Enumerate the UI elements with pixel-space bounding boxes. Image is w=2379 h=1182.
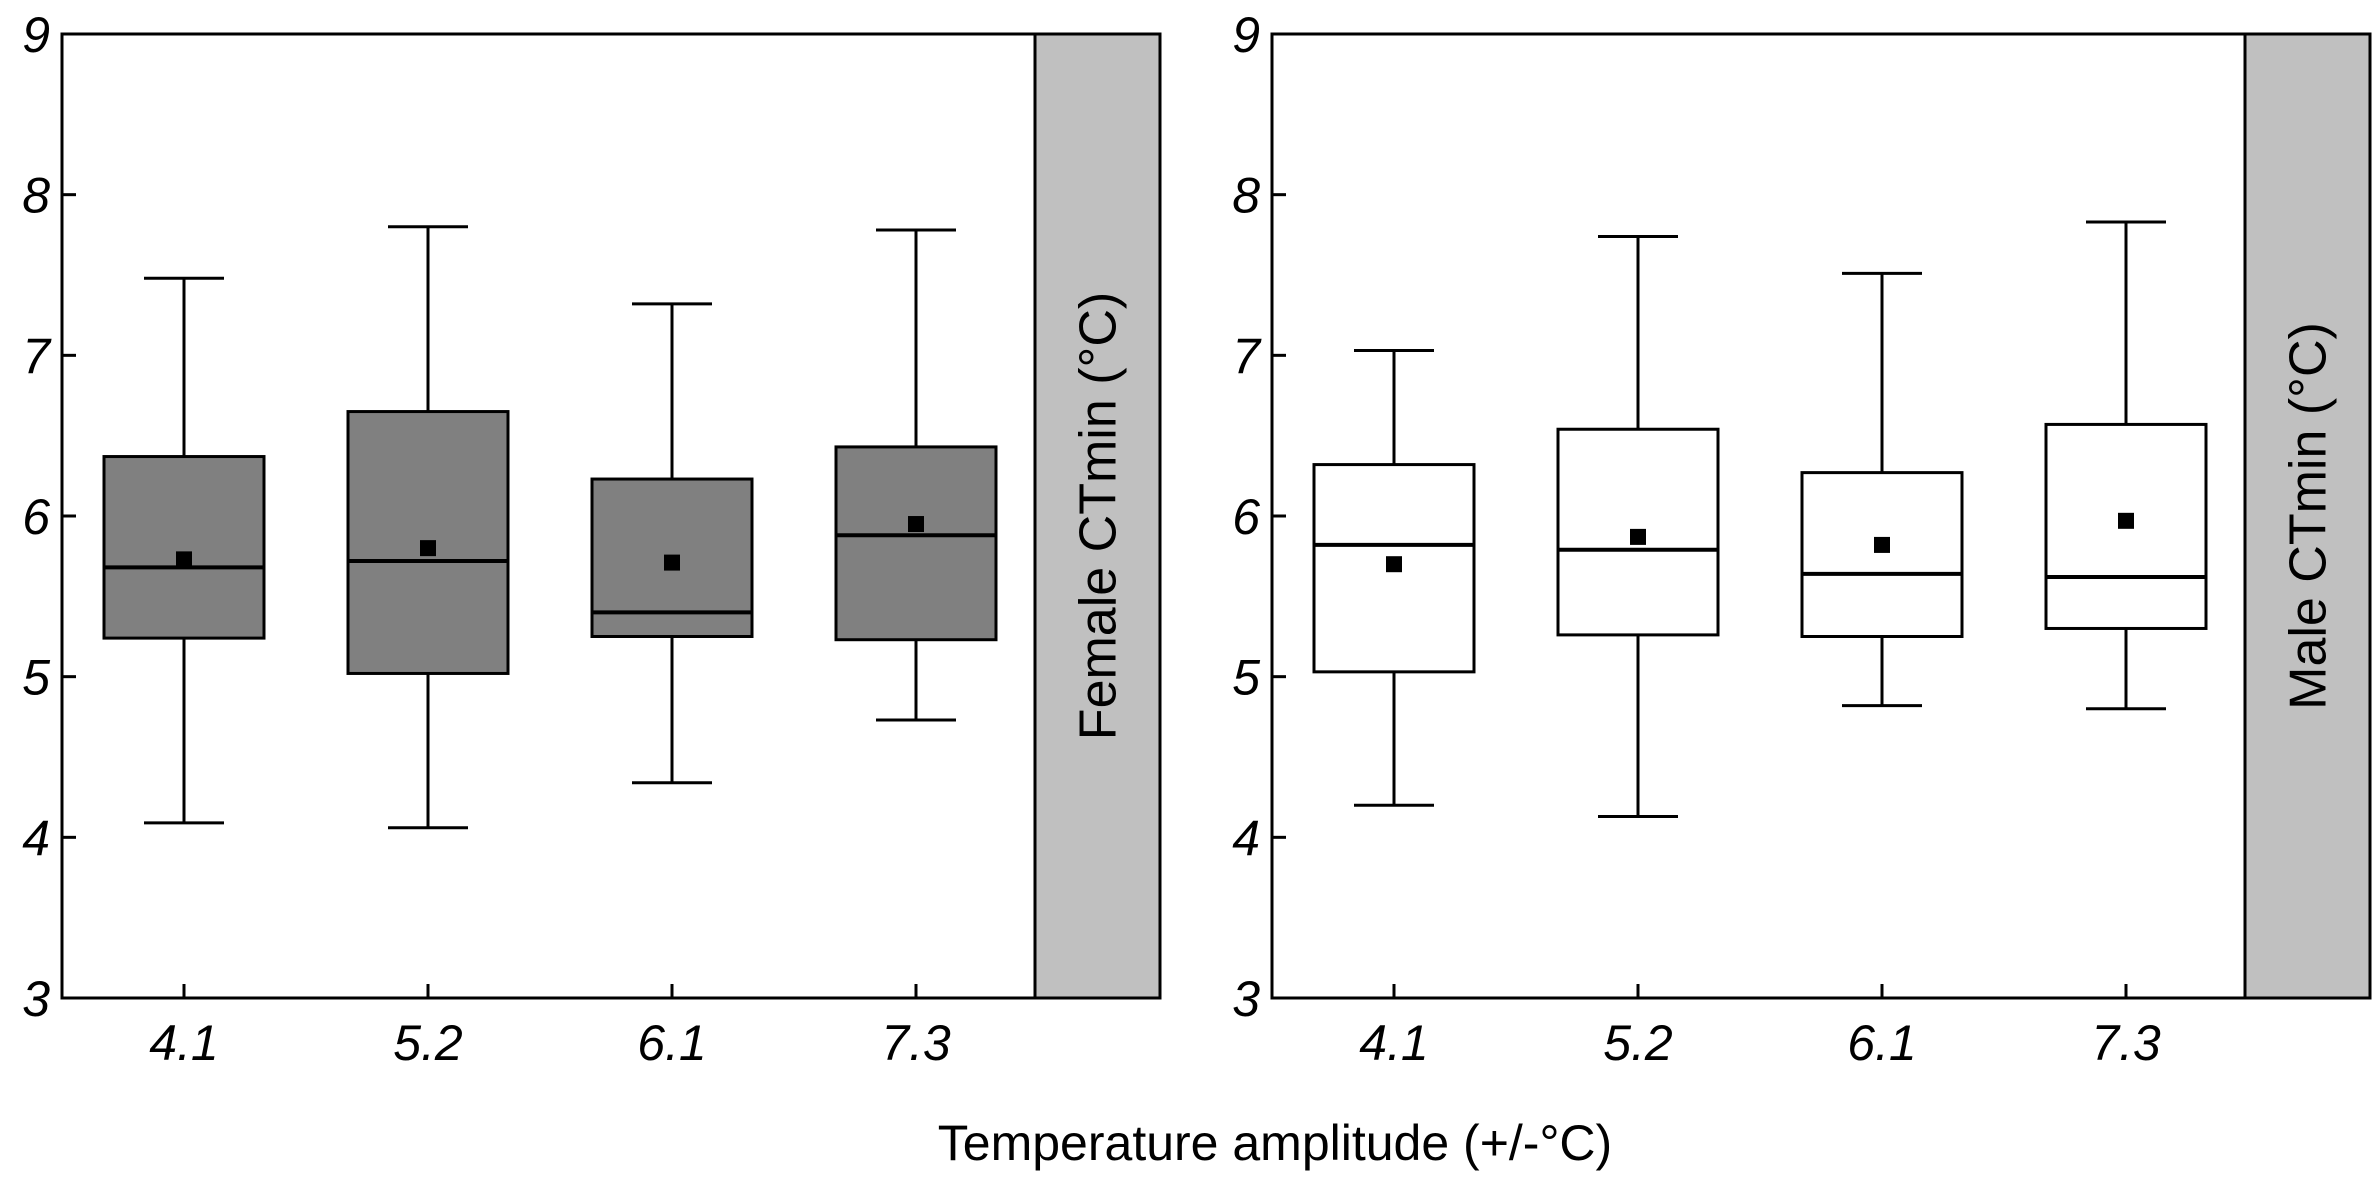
female-box <box>102 455 266 640</box>
male-y-tick-label: 8 <box>1232 168 1260 224</box>
male-mean-marker <box>1874 536 1890 553</box>
female-x-tick-label: 7.3 <box>881 1015 951 1071</box>
female-y-tick-label: 6 <box>22 489 50 545</box>
female-mean-marker <box>176 551 192 568</box>
male-panel: 3 4 5 6 7 8 9 4.1 5.2 6.1 7.3 Male CTmin (°C) <box>1232 7 2372 1071</box>
male-y-tick-label: 4 <box>1232 810 1260 866</box>
female-strip-label: Female CTmin (°C) <box>1070 292 1128 740</box>
female-panel: 3 4 5 6 7 8 9 4.1 5.2 6.1 7.3 Female CTmin (°C) <box>22 7 1162 1071</box>
female-y-tick-label: 3 <box>22 971 50 1027</box>
female-x-tick-label: 5.2 <box>393 1015 463 1071</box>
male-box <box>1800 471 1964 638</box>
male-x-tick-label: 6.1 <box>1847 1015 1917 1071</box>
male-y-tick-label: 9 <box>1232 7 1260 63</box>
female-mean-marker <box>664 554 680 571</box>
male-mean-marker <box>2118 512 2134 529</box>
female-x-tick-label: 4.1 <box>149 1015 219 1071</box>
female-strip <box>1035 34 1160 998</box>
female-y-tick-label: 9 <box>22 7 50 63</box>
female-y-tick-label: 5 <box>22 650 50 706</box>
female-frame <box>60 32 1162 1000</box>
male-x-tick-label: 7.3 <box>2091 1015 2161 1071</box>
male-strip-label: Male CTmin (°C) <box>2280 322 2338 710</box>
x-axis-label: Temperature amplitude (+/-°C) <box>938 1115 1612 1171</box>
male-y-tick-label: 5 <box>1232 650 1260 706</box>
male-frame <box>1270 32 2372 1000</box>
male-strip <box>2245 34 2370 998</box>
male-y-tick-label: 7 <box>1232 328 1262 384</box>
male-x-tick-label: 5.2 <box>1603 1015 1673 1071</box>
female-mean-marker <box>420 540 436 557</box>
male-mean-marker <box>1386 556 1402 573</box>
female-x-tick-label: 6.1 <box>637 1015 707 1071</box>
female-box <box>834 445 998 642</box>
female-mean-marker <box>908 516 924 533</box>
male-y-tick-label: 6 <box>1232 489 1260 545</box>
female-y-tick-label: 4 <box>22 810 50 866</box>
male-mean-marker <box>1630 528 1646 545</box>
female-y-tick-label: 7 <box>22 328 52 384</box>
male-x-tick-label: 4.1 <box>1359 1015 1429 1071</box>
male-y-tick-label: 3 <box>1232 971 1260 1027</box>
female-y-tick-label: 8 <box>22 168 50 224</box>
